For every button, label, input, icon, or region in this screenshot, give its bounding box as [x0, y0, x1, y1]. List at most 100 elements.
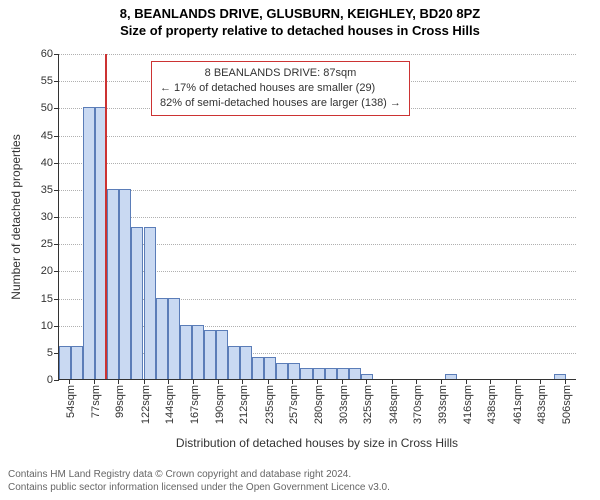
histogram-bar [131, 227, 143, 379]
x-axis-label: Distribution of detached houses by size … [176, 436, 458, 450]
xtick-mark [366, 379, 367, 384]
xtick-mark [242, 379, 243, 384]
xtick-mark [490, 379, 491, 384]
xtick-label: 167sqm [189, 385, 201, 424]
gridline [59, 54, 576, 55]
histogram-bar [300, 368, 312, 379]
histogram-bar [288, 363, 300, 379]
histogram-bar [252, 357, 264, 379]
ytick-label: 0 [47, 374, 59, 386]
footer-line-1: Contains HM Land Registry data © Crown c… [8, 468, 592, 481]
xtick-label: 303sqm [338, 385, 350, 424]
xtick-label: 77sqm [90, 385, 102, 418]
xtick-mark [144, 379, 145, 384]
xtick-label: 416sqm [462, 385, 474, 424]
histogram-chart: 8, BEANLANDS DRIVE, GLUSBURN, KEIGHLEY, … [0, 0, 600, 500]
histogram-bar [554, 374, 566, 379]
ytick-label: 40 [41, 157, 59, 169]
title-address: 8, BEANLANDS DRIVE, GLUSBURN, KEIGHLEY, … [0, 6, 600, 23]
xtick-mark [268, 379, 269, 384]
xtick-mark [416, 379, 417, 384]
ytick-label: 35 [41, 184, 59, 196]
histogram-bar [156, 298, 168, 380]
xtick-mark [441, 379, 442, 384]
histogram-bar [240, 346, 252, 379]
histogram-bar [228, 346, 240, 379]
xtick-label: 348sqm [388, 385, 400, 424]
histogram-bar [204, 330, 216, 379]
footer-line-2: Contains public sector information licen… [8, 481, 592, 494]
histogram-bar [264, 357, 276, 379]
ytick-label: 15 [41, 293, 59, 305]
annotation-line: 82% of semi-detached houses are larger (… [160, 96, 401, 111]
gridline [59, 136, 576, 137]
xtick-mark [342, 379, 343, 384]
chart-titles: 8, BEANLANDS DRIVE, GLUSBURN, KEIGHLEY, … [0, 6, 600, 40]
xtick-mark [466, 379, 467, 384]
annotation-box: 8 BEANLANDS DRIVE: 87sqm← 17% of detache… [151, 61, 410, 116]
xtick-mark [69, 379, 70, 384]
histogram-bar [192, 325, 204, 379]
histogram-bar [180, 325, 192, 379]
histogram-bar [107, 189, 119, 379]
gridline [59, 190, 576, 191]
xtick-mark [218, 379, 219, 384]
xtick-mark [292, 379, 293, 384]
histogram-bar [325, 368, 337, 379]
xtick-label: 144sqm [164, 385, 176, 424]
xtick-mark [392, 379, 393, 384]
xtick-label: 506sqm [561, 385, 573, 424]
ytick-label: 60 [41, 48, 59, 60]
histogram-bar [361, 374, 373, 379]
ytick-label: 10 [41, 320, 59, 332]
histogram-bar [337, 368, 349, 379]
ytick-label: 55 [41, 75, 59, 87]
histogram-bar [216, 330, 228, 379]
histogram-bar [445, 374, 457, 379]
xtick-mark [94, 379, 95, 384]
xtick-label: 438sqm [486, 385, 498, 424]
histogram-bar [83, 107, 95, 379]
ytick-label: 30 [41, 211, 59, 223]
xtick-label: 483sqm [536, 385, 548, 424]
xtick-label: 257sqm [288, 385, 300, 424]
ytick-label: 25 [41, 238, 59, 250]
gridline [59, 217, 576, 218]
histogram-bar [59, 346, 71, 379]
xtick-label: 122sqm [140, 385, 152, 424]
xtick-label: 461sqm [512, 385, 524, 424]
ytick-label: 20 [41, 265, 59, 277]
title-subtitle: Size of property relative to detached ho… [0, 23, 600, 40]
xtick-label: 393sqm [437, 385, 449, 424]
xtick-mark [540, 379, 541, 384]
annotation-line: 8 BEANLANDS DRIVE: 87sqm [160, 66, 401, 81]
xtick-label: 235sqm [264, 385, 276, 424]
xtick-mark [565, 379, 566, 384]
ytick-label: 50 [41, 102, 59, 114]
annotation-line: ← 17% of detached houses are smaller (29… [160, 81, 401, 96]
xtick-label: 99sqm [114, 385, 126, 418]
xtick-label: 212sqm [238, 385, 250, 424]
histogram-bar [119, 189, 131, 379]
histogram-bar [349, 368, 361, 379]
ytick-label: 45 [41, 130, 59, 142]
y-axis-label: Number of detached properties [9, 134, 23, 299]
xtick-label: 280sqm [313, 385, 325, 424]
xtick-mark [516, 379, 517, 384]
gridline [59, 163, 576, 164]
xtick-label: 325sqm [362, 385, 374, 424]
xtick-label: 54sqm [65, 385, 77, 418]
histogram-bar [313, 368, 325, 379]
chart-footer: Contains HM Land Registry data © Crown c… [0, 468, 600, 494]
xtick-mark [193, 379, 194, 384]
xtick-mark [118, 379, 119, 384]
histogram-bar [276, 363, 288, 379]
plot-area: 05101520253035404550556054sqm77sqm99sqm1… [58, 54, 576, 380]
histogram-bar [71, 346, 83, 379]
xtick-mark [168, 379, 169, 384]
xtick-mark [317, 379, 318, 384]
histogram-bar [168, 298, 180, 380]
histogram-bar [144, 227, 156, 379]
ytick-label: 5 [47, 347, 59, 359]
property-marker-line [105, 54, 107, 379]
